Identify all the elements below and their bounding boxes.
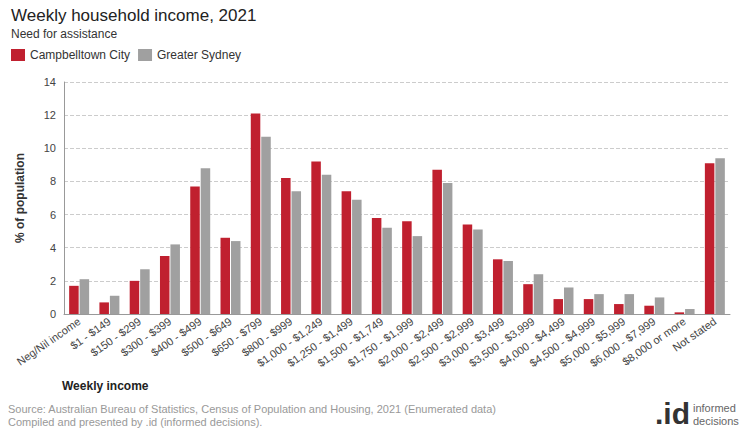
- svg-text:0: 0: [50, 308, 56, 320]
- svg-text:$1,750 - $1,999: $1,750 - $1,999: [345, 315, 416, 370]
- svg-text:$500 - $649: $500 - $649: [179, 315, 234, 359]
- svg-text:$2,000 - $2,499: $2,000 - $2,499: [375, 315, 446, 370]
- svg-text:12: 12: [44, 109, 56, 121]
- svg-text:Not stated: Not stated: [670, 315, 718, 354]
- svg-text:$650 - $799: $650 - $799: [209, 315, 265, 359]
- svg-text:% of population: % of population: [13, 153, 27, 243]
- svg-text:Weekly household income, 2021: Weekly household income, 2021: [11, 6, 256, 25]
- svg-text:$4,000 - $4,499: $4,000 - $4,499: [496, 315, 567, 370]
- svg-text:$400 - $499: $400 - $499: [148, 315, 204, 359]
- svg-text:Weekly income: Weekly income: [62, 379, 149, 393]
- svg-text:4: 4: [50, 242, 56, 254]
- svg-text:$1,250 - $1,499: $1,250 - $1,499: [285, 315, 355, 370]
- svg-text:informed: informed: [693, 402, 736, 414]
- svg-text:8: 8: [50, 175, 56, 187]
- svg-text:$150 - $299: $150 - $299: [88, 315, 144, 359]
- svg-text:2: 2: [50, 275, 56, 287]
- svg-text:$8,000 or more: $8,000 or more: [620, 315, 688, 368]
- svg-text:Neg/Nil income: Neg/Nil income: [14, 315, 83, 368]
- svg-text:.id: .id: [655, 397, 690, 430]
- svg-text:14: 14: [44, 76, 56, 88]
- svg-text:$1,000 - $1,249: $1,000 - $1,249: [254, 315, 325, 370]
- svg-text:$4,500 - $4,999: $4,500 - $4,999: [527, 315, 598, 370]
- svg-text:$300 - $399: $300 - $399: [118, 315, 174, 359]
- svg-text:10: 10: [44, 142, 56, 154]
- svg-text:Greater Sydney: Greater Sydney: [157, 48, 241, 62]
- svg-text:$3,500 - $3,999: $3,500 - $3,999: [466, 315, 537, 370]
- svg-text:$5,000 - $5,999: $5,000 - $5,999: [557, 315, 628, 370]
- svg-text:$800 - $999: $800 - $999: [239, 315, 295, 359]
- svg-text:6: 6: [50, 209, 56, 221]
- svg-text:$6,000 - $7,999: $6,000 - $7,999: [587, 315, 658, 370]
- svg-text:$1 - $149: $1 - $149: [67, 315, 113, 352]
- svg-text:Campbelltown City: Campbelltown City: [30, 48, 130, 62]
- svg-text:$1,500 - $1,749: $1,500 - $1,749: [315, 315, 386, 370]
- svg-text:Source: Australian Bureau of S: Source: Australian Bureau of Statistics,…: [8, 403, 496, 415]
- svg-text:$2,500 - $2,999: $2,500 - $2,999: [406, 315, 477, 370]
- svg-text:Need for assistance: Need for assistance: [11, 27, 117, 41]
- svg-text:Compiled and presented by .id: Compiled and presented by .id (informed …: [8, 416, 262, 428]
- svg-text:$3,000 - $3,499: $3,000 - $3,499: [436, 315, 507, 370]
- svg-text:decisions: decisions: [693, 415, 739, 427]
